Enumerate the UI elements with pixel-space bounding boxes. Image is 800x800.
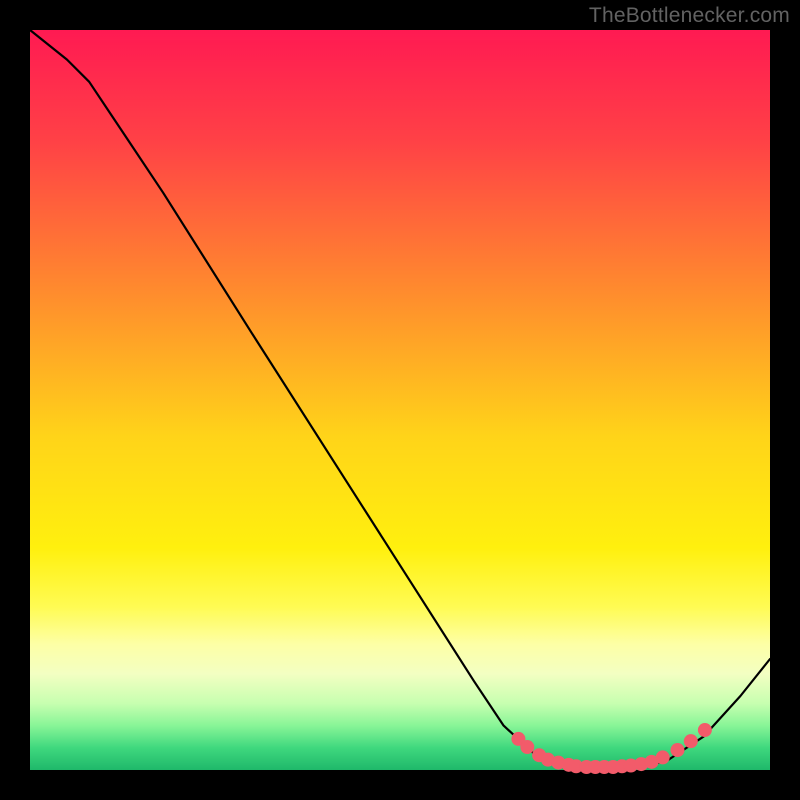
plot-area <box>30 30 770 770</box>
marker-dot <box>656 750 670 764</box>
marker-dot <box>684 734 698 748</box>
chart-frame: TheBottlenecker.com <box>0 0 800 800</box>
marker-dot <box>698 723 712 737</box>
watermark-text: TheBottlenecker.com <box>589 4 790 28</box>
marker-dot <box>671 743 685 757</box>
marker-dot <box>520 740 534 754</box>
gradient-background <box>30 30 770 770</box>
